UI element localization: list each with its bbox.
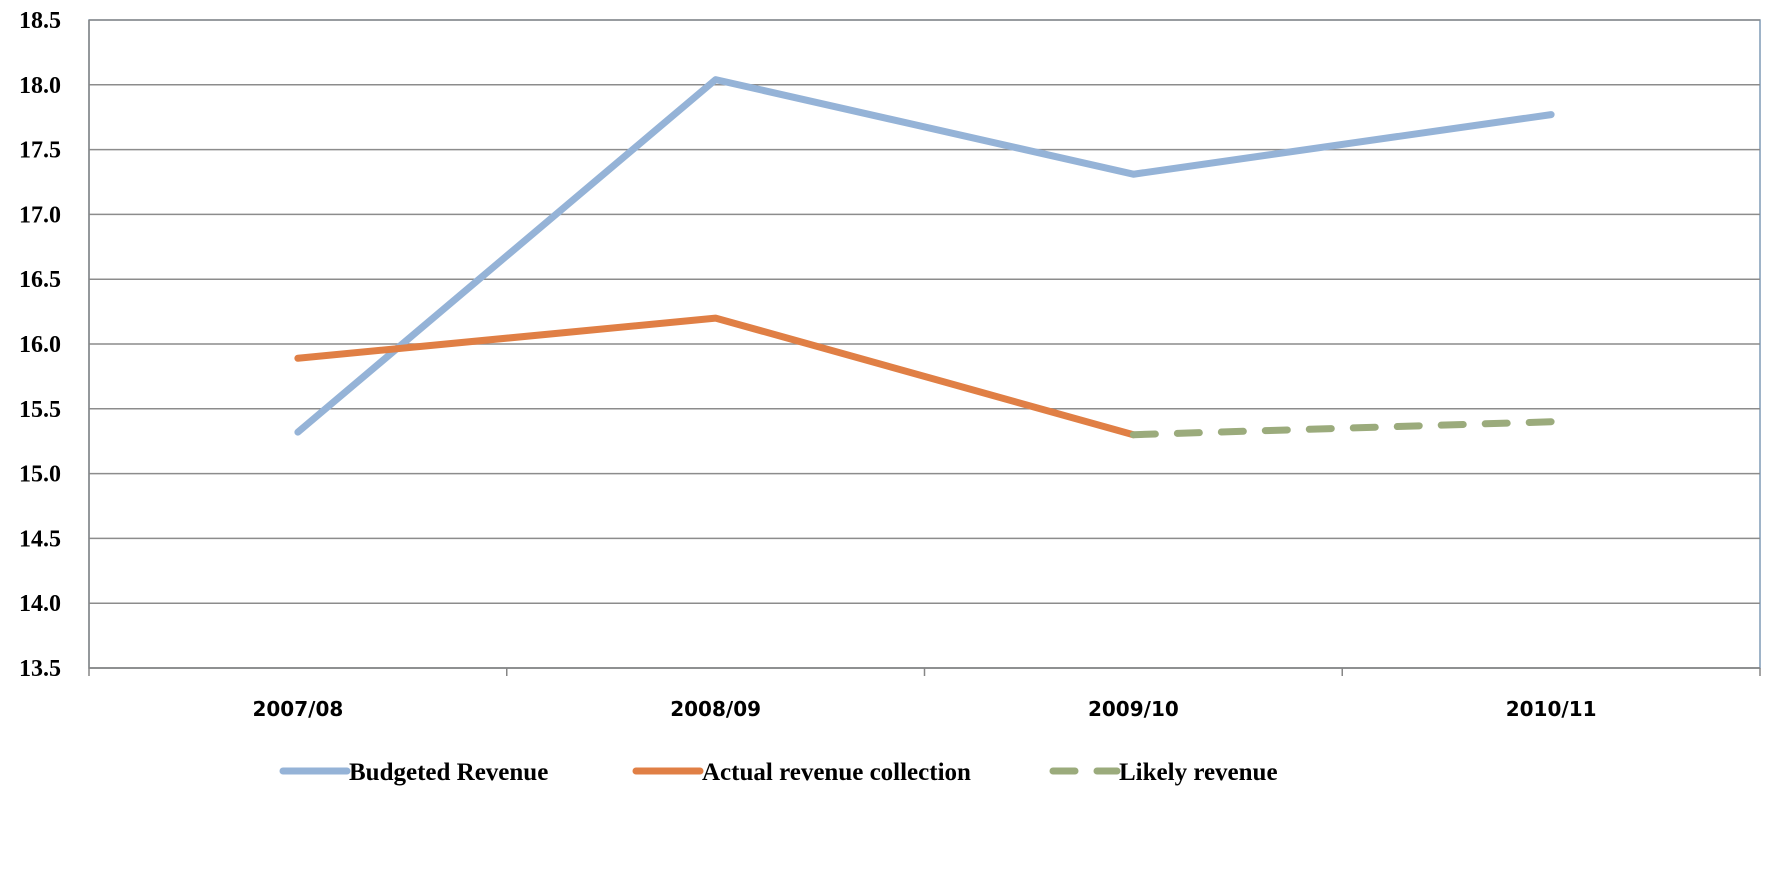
y-tick-label: 13.5	[19, 656, 61, 682]
legend-label: Likely revenue	[1119, 759, 1278, 786]
legend-label: Actual revenue collection	[702, 759, 971, 786]
legend-item: Likely revenue	[1049, 759, 1278, 786]
series-line-2	[1129, 418, 1555, 439]
y-tick-label: 15.5	[19, 397, 61, 423]
y-axis: 13.5 14.0 14.5 15.0 15.5 16.0 16.5 17.0 17.5 18.0…	[19, 8, 90, 682]
y-tick-label: 18.0	[19, 73, 61, 99]
y-tick-label: 14.5	[19, 526, 61, 552]
y-tick-label: 17.5	[19, 138, 61, 164]
y-tick-label: 16.5	[19, 267, 61, 293]
x-tick-label: 2007/08	[252, 697, 343, 721]
series-line-0	[294, 76, 1555, 436]
x-tick-label: 2009/10	[1088, 697, 1179, 721]
x-tick-label: 2008/09	[670, 697, 761, 721]
y-tick-label: 14.0	[19, 591, 61, 617]
legend-item: Budgeted Revenue	[279, 759, 548, 786]
series-line-1	[294, 314, 1137, 439]
legend-label: Budgeted Revenue	[349, 759, 548, 786]
x-axis: 2007/08 2008/09 2009/10 2010/11	[88, 667, 1761, 721]
y-tick-label: 15.0	[19, 462, 61, 488]
y-tick-label: 16.0	[19, 332, 61, 358]
legend: Budgeted Revenue Actual revenue collectio…	[279, 759, 1278, 786]
y-tick-label: 17.0	[19, 202, 61, 228]
series-lines	[294, 76, 1555, 439]
x-tick-label: 2010/11	[1506, 697, 1597, 721]
legend-item: Actual revenue collection	[632, 759, 971, 786]
y-tick-label: 18.5	[19, 8, 61, 34]
